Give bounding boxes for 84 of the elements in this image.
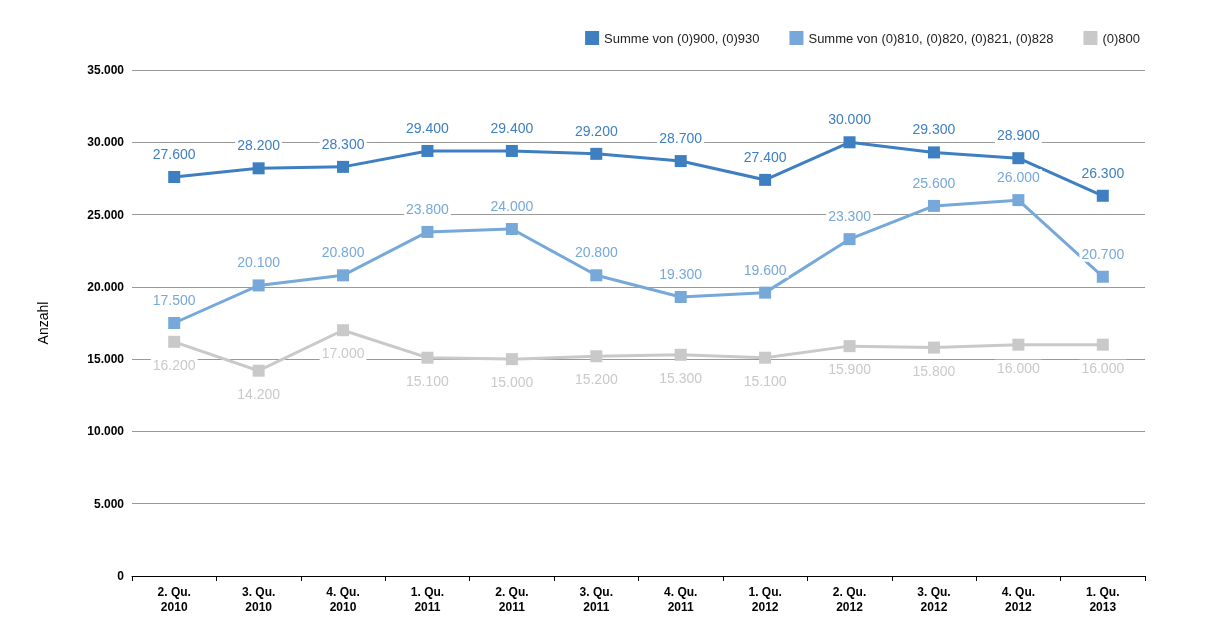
data-label: 28.900 [996, 127, 1040, 144]
data-label: 28.200 [237, 137, 281, 154]
point [252, 279, 265, 292]
point [168, 170, 181, 183]
y-tick-label: 10.000 [87, 424, 125, 439]
point [927, 146, 940, 159]
point [505, 144, 518, 157]
data-label: 20.700 [1081, 245, 1125, 262]
x-tick-label: 2. Qu. 2012 [832, 584, 867, 614]
data-label: 28.700 [659, 130, 703, 147]
data-label: 30.000 [828, 111, 872, 128]
point [927, 199, 940, 212]
point [337, 160, 350, 173]
y-tick-label: 25.000 [87, 207, 125, 222]
y-tick-label: 0 [117, 569, 125, 583]
point [1012, 338, 1025, 351]
data-label: 29.200 [574, 122, 618, 139]
point [252, 162, 265, 175]
legend-label: (0)800 [1102, 30, 1140, 46]
point [252, 364, 265, 377]
x-tick-label: 4. Qu. 2012 [1001, 584, 1036, 614]
data-label: 20.800 [574, 244, 618, 261]
x-tick-label: 4. Qu. 2010 [326, 584, 360, 614]
point [927, 341, 940, 354]
point [843, 233, 856, 246]
point [1012, 194, 1025, 207]
data-label: 23.300 [828, 208, 872, 225]
legend-label: Summe von (0)900, (0)930 [604, 30, 760, 46]
legend-label: Summe von (0)810, (0)820, (0)821, (0)828 [808, 30, 1054, 46]
point [421, 144, 434, 157]
y-tick-label: 35.000 [87, 63, 125, 77]
point [674, 155, 687, 168]
point [759, 286, 772, 299]
data-label: 29.300 [912, 121, 956, 138]
point [168, 317, 181, 329]
data-label: 19.300 [659, 265, 703, 282]
point [1096, 189, 1109, 202]
point [1012, 152, 1025, 165]
x-tick-label: 2. Qu. 2011 [495, 584, 529, 614]
point [759, 173, 772, 186]
data-label: 24.000 [490, 198, 534, 215]
x-tick-label: 3. Qu. 2011 [579, 584, 613, 614]
point [1096, 270, 1109, 283]
data-label: 17.500 [152, 292, 196, 308]
point [674, 290, 687, 303]
data-label: 29.400 [406, 119, 450, 136]
x-tick-label: 3. Qu. 2012 [917, 584, 951, 614]
y-tick-label: 30.000 [87, 135, 125, 150]
point [421, 351, 434, 364]
x-tick-label: 3. Qu. 2010 [241, 584, 276, 614]
x-tick-label: 4. Qu. 2011 [664, 584, 698, 614]
y-tick-label: 5.000 [93, 496, 125, 511]
point [590, 147, 603, 160]
data-label: 20.800 [321, 244, 365, 261]
data-label: 25.600 [912, 174, 956, 191]
point [168, 335, 181, 348]
y-tick-label: 15.000 [87, 352, 125, 367]
point [674, 348, 687, 361]
point [337, 269, 350, 282]
x-tick-label: 1. Qu. 2012 [748, 584, 782, 614]
y-tick-label: 20.000 [87, 279, 125, 294]
data-label: 28.300 [321, 135, 365, 152]
x-tick-label: 2. Qu. 2010 [157, 584, 191, 614]
point [759, 351, 772, 364]
point [843, 340, 856, 353]
point [843, 136, 856, 149]
point [590, 269, 603, 282]
point [505, 353, 518, 366]
data-label: 19.600 [743, 261, 787, 278]
data-label: 27.400 [743, 148, 787, 165]
data-label: 29.400 [490, 119, 534, 136]
data-label: 27.600 [152, 145, 196, 162]
data-label: 26.300 [1081, 164, 1125, 181]
point [505, 223, 518, 236]
point [337, 324, 350, 337]
data-label: 23.800 [406, 200, 450, 217]
point [421, 225, 434, 238]
point [590, 350, 603, 363]
point [1096, 338, 1109, 351]
data-label: 20.100 [237, 254, 281, 271]
y-axis-title: Anzahl [35, 301, 51, 345]
x-tick-label: 1. Qu. 2013 [1086, 584, 1120, 614]
x-tick-label: 1. Qu. 2011 [410, 584, 445, 614]
data-label: 26.000 [996, 169, 1040, 186]
